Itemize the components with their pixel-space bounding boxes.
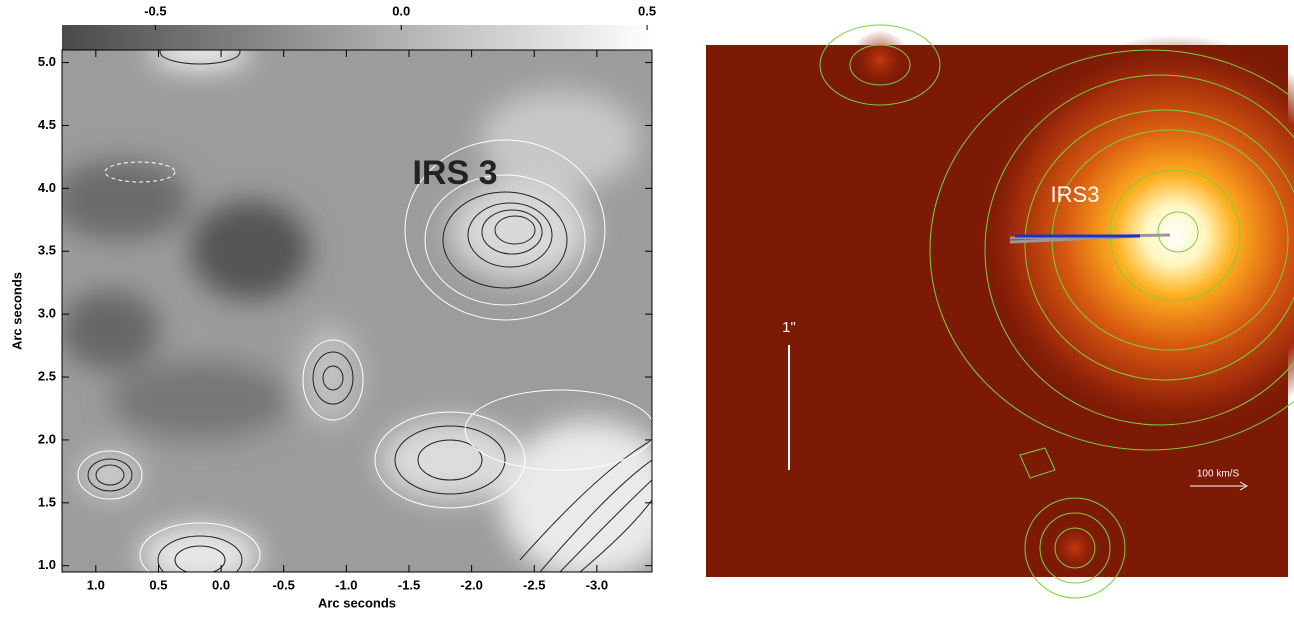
y-tick-label: 1.5 [38,494,56,509]
y-tick-label: 1.0 [38,557,56,572]
y-tick-label: 4.0 [38,180,56,195]
y-tick-label: 4.5 [38,117,56,132]
x-tick-label: 0.5 [149,577,167,592]
y-tick-label: 2.0 [38,431,56,446]
x-tick-label: 1.0 [87,577,105,592]
colorbar [62,25,652,50]
y-axis-label: Arc seconds [9,272,24,350]
colorbar-tick-label: -0.5 [144,3,166,18]
scale-label: 1" [782,319,796,336]
x-tick-label: -2.5 [523,577,545,592]
y-tick-label: 5.0 [38,54,56,69]
x-axis-label: Arc seconds [318,595,396,610]
annotation: IRS 3 [412,154,497,192]
velocity-label: 100 km/S [1197,469,1240,480]
y-tick-label: 3.5 [38,243,56,258]
x-tick-label: -1.0 [335,577,357,592]
colorbar-tick-label: 0.0 [392,3,410,18]
annotation: IRS3 [1051,182,1100,207]
y-tick-label: 3.0 [38,306,56,321]
figure: IRS 3 Arc seconds Arc seconds IRS3 1" 10… [0,0,1294,616]
x-tick-label: -0.5 [273,577,295,592]
image-panel [706,25,1294,598]
x-tick-label: -1.5 [398,577,420,592]
x-tick-label: -3.0 [586,577,608,592]
x-tick-label: -2.0 [460,577,482,592]
x-tick-label: 0.0 [212,577,230,592]
colorbar-tick-label: 0.5 [638,3,656,18]
contour-map [50,34,680,587]
y-tick-label: 2.5 [38,368,56,383]
